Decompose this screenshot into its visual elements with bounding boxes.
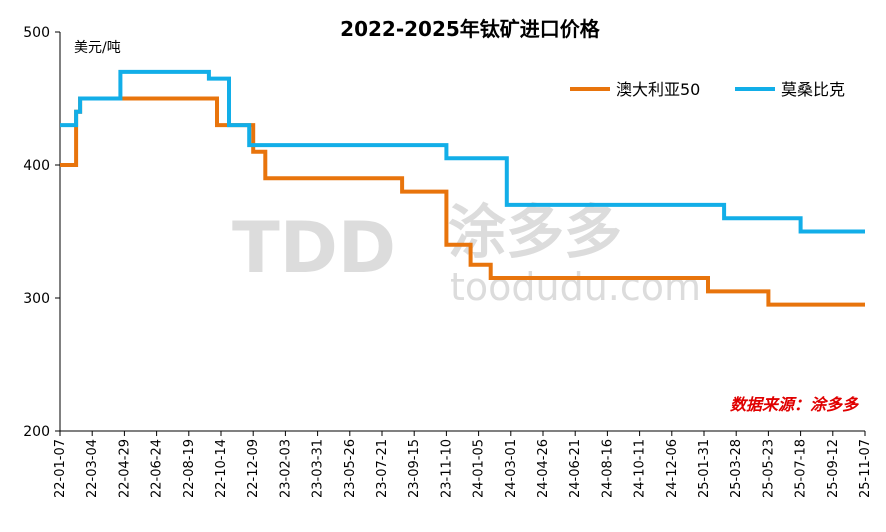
- legend-label-1: 澳大利亚50: [616, 80, 700, 99]
- x-tick-label: 22-08-19: [182, 439, 197, 498]
- series-lines: [60, 69, 865, 307]
- watermark-logo: TDD: [232, 207, 396, 289]
- x-tick-label: 23-03-31: [311, 439, 326, 498]
- x-tick-label: 25-07-18: [794, 439, 809, 498]
- axes: [59, 32, 865, 432]
- legend-label-2: 莫桑比克: [781, 80, 845, 99]
- watermark: TDD 涂多多 toodudu.com: [232, 198, 701, 309]
- series-line-2: [60, 69, 865, 234]
- x-tick-label: 22-04-29: [117, 439, 132, 498]
- x-tick-label: 23-07-21: [375, 439, 390, 498]
- x-tick-label: 24-03-01: [504, 439, 519, 498]
- x-tick-label: 23-05-26: [343, 439, 358, 498]
- x-tick-label: 24-10-11: [633, 439, 648, 498]
- x-tick-label: 24-06-21: [568, 439, 583, 498]
- data-source-note: 数据来源：涂多多: [730, 395, 860, 414]
- x-tick-label: 25-01-31: [697, 439, 712, 498]
- x-tick-label: 25-09-12: [826, 439, 841, 498]
- y-axis-ticks: 200 300 400 500: [23, 25, 60, 440]
- x-tick-label: 24-04-26: [536, 439, 551, 498]
- x-tick-label: 22-12-09: [246, 439, 261, 498]
- x-tick-label: 22-03-04: [85, 439, 100, 498]
- y-tick-label: 300: [23, 291, 50, 307]
- x-tick-label: 24-01-05: [472, 439, 487, 498]
- legend: 澳大利亚50 莫桑比克: [570, 80, 845, 99]
- chart-title: 2022-2025年钛矿进口价格: [340, 17, 601, 41]
- y-tick-label: 500: [23, 25, 50, 41]
- x-tick-label: 23-09-15: [407, 439, 422, 498]
- x-tick-label: 23-11-10: [439, 439, 454, 498]
- x-tick-label: 23-02-03: [278, 439, 293, 498]
- x-tick-label: 25-05-23: [761, 439, 776, 498]
- x-tick-label: 24-08-16: [600, 439, 615, 498]
- x-tick-label: 22-01-07: [53, 439, 68, 498]
- x-tick-label: 22-10-14: [214, 439, 229, 498]
- watermark-brand: 涂多多: [448, 198, 622, 266]
- x-tick-label: 25-11-07: [858, 439, 873, 498]
- x-tick-label: 22-06-24: [150, 439, 165, 498]
- y-tick-label: 200: [23, 424, 50, 440]
- x-tick-label: 25-03-28: [729, 439, 744, 498]
- x-tick-label: 24-12-06: [665, 439, 680, 498]
- x-axis-ticks: 22-01-07 22-03-04 22-04-29 22-06-24 22-08-19…: [53, 431, 873, 498]
- watermark-site: toodudu.com: [450, 265, 701, 309]
- y-tick-label: 400: [23, 158, 50, 174]
- y-axis-unit-label: 美元/吨: [74, 40, 121, 56]
